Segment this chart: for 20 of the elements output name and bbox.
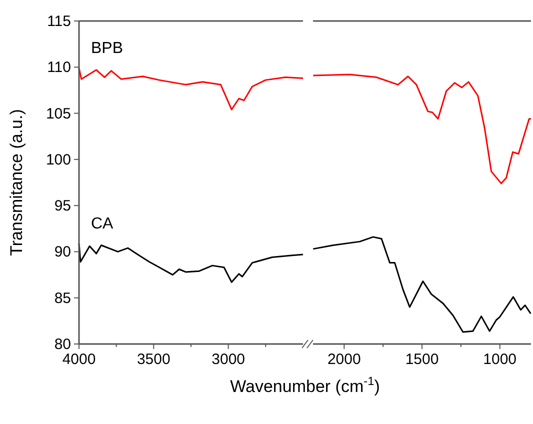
y-tick-label: 105	[46, 105, 71, 122]
y-tick-label: 80	[54, 336, 71, 353]
x-tick-label: 1500	[405, 351, 439, 368]
x-tick-label: 4000	[62, 351, 96, 368]
y-tick-label: 90	[54, 244, 71, 261]
x-tick-label: 3500	[136, 351, 170, 368]
y-tick-label: 115	[47, 13, 71, 30]
y-tick-label: 85	[54, 290, 71, 307]
y-tick-label: 110	[47, 59, 71, 76]
x-tick-label: 1000	[483, 351, 517, 368]
series-label: BPB	[91, 40, 124, 58]
line-series	[78, 242, 304, 283]
x-tick-label: 2000	[327, 351, 361, 368]
series-label: CA	[91, 215, 114, 232]
x-axis-title: Wavenumber (cm$^{-1}$)	[230, 374, 380, 396]
y-tick-label: 95	[54, 198, 71, 215]
x-tick-label: 3000	[212, 351, 246, 368]
line-series	[78, 67, 304, 110]
y-axis-title: Transmitance (a.u.)	[7, 109, 26, 256]
y-tick-label: 100	[46, 151, 71, 168]
